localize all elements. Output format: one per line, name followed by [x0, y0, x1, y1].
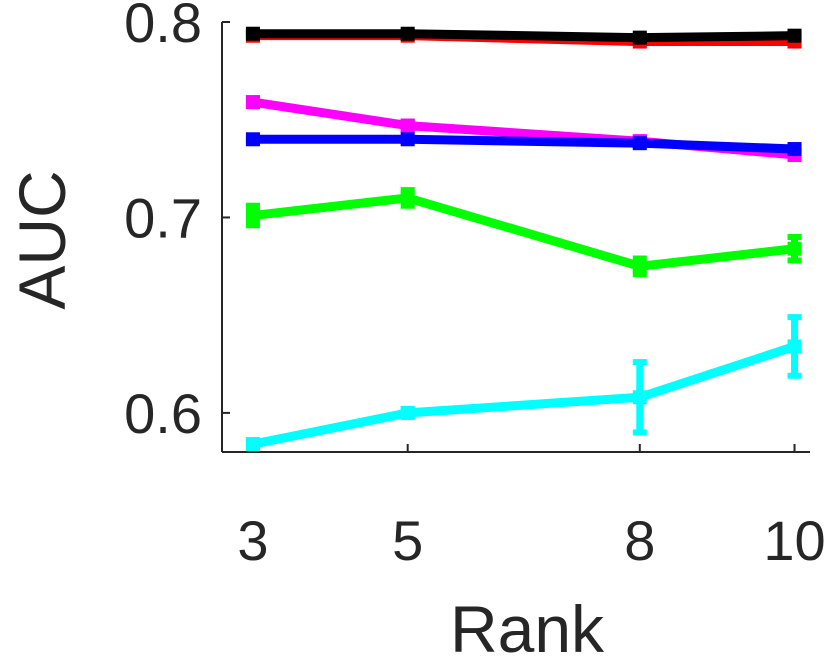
y-tick-label: 0.7 — [124, 186, 202, 249]
y-tick-label: 0.8 — [124, 0, 202, 54]
data-point — [245, 26, 260, 41]
series-line — [252, 29, 795, 43]
series-line — [252, 193, 796, 271]
series-line — [252, 342, 796, 449]
data-point — [400, 190, 415, 205]
data-point — [632, 390, 647, 405]
tick-labels: 3 5 8 10 0.6 0.7 0.8 — [124, 0, 826, 572]
data-point — [632, 30, 647, 45]
axes — [221, 21, 810, 453]
series-layer — [245, 26, 802, 452]
y-tick-label: 0.6 — [124, 382, 202, 445]
data-point — [787, 339, 802, 354]
data-point — [632, 259, 647, 274]
series-line — [252, 134, 795, 154]
data-point — [245, 132, 260, 147]
data-point — [400, 132, 415, 147]
data-point — [245, 437, 260, 452]
data-point — [787, 142, 802, 157]
series-5 — [245, 187, 802, 278]
x-tick-label: 3 — [237, 509, 268, 572]
data-point — [245, 208, 260, 223]
data-point — [400, 405, 415, 420]
series-3 — [245, 95, 802, 162]
data-point — [245, 95, 260, 110]
x-tick-label: 8 — [624, 509, 655, 572]
x-axis-label: Rank — [450, 592, 605, 660]
series-2 — [245, 26, 802, 45]
data-point — [632, 136, 647, 151]
x-tick-label: 5 — [392, 509, 423, 572]
data-point — [400, 26, 415, 41]
y-axis-label: AUC — [5, 170, 79, 309]
series-4 — [245, 132, 802, 157]
data-point — [400, 118, 415, 133]
data-point — [787, 241, 802, 256]
data-point — [787, 28, 802, 43]
series-6 — [245, 314, 802, 452]
x-tick-label: 10 — [763, 509, 825, 572]
